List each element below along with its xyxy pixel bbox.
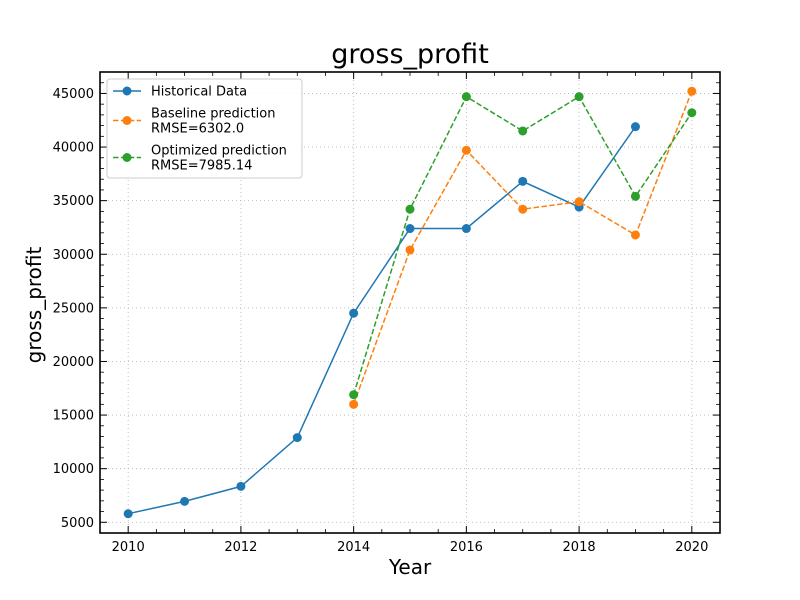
y-tick-label: 10000 — [53, 462, 94, 477]
data-point — [405, 224, 415, 234]
data-point — [574, 92, 584, 102]
series-2 — [349, 86, 697, 409]
data-point — [518, 126, 528, 136]
x-tick-label: 2018 — [563, 540, 596, 555]
axes: 2010 2012 2014 2016 2018 2020 5000 10000 15000 20… — [53, 71, 721, 555]
data-point — [292, 433, 302, 443]
data-point — [349, 308, 359, 318]
series-1 — [123, 122, 640, 519]
data-point — [518, 176, 528, 186]
series-line — [128, 126, 637, 515]
y-tick-label: 35000 — [53, 194, 94, 209]
x-tick-label: 2020 — [675, 540, 708, 555]
x-tick-label: 2012 — [224, 540, 257, 555]
legend-box — [106, 78, 303, 179]
y-tick-label: 40000 — [53, 141, 94, 156]
data-point — [461, 145, 471, 155]
data-point — [630, 230, 640, 240]
data-point — [405, 245, 415, 255]
y-tick-label: 25000 — [53, 301, 94, 316]
data-point — [461, 224, 471, 234]
plot-series — [123, 86, 697, 519]
y-tick-label: 5000 — [61, 516, 94, 531]
y-tick-label: 30000 — [53, 248, 94, 263]
data-point — [349, 399, 359, 409]
legend-label: RMSE=7985.14 — [151, 159, 252, 174]
data-point — [180, 496, 190, 506]
legend-label: Historical Data — [151, 85, 247, 100]
data-point — [518, 204, 528, 214]
legend: Historical Data Baseline predictionRMSE=6… — [106, 78, 303, 179]
data-point — [687, 108, 697, 118]
legend-swatch-marker — [122, 116, 132, 125]
legend-label: RMSE=6302.0 — [151, 122, 244, 137]
legend-label: Baseline prediction — [151, 107, 275, 122]
series-3 — [349, 92, 697, 400]
legend-swatch-marker — [122, 153, 132, 162]
x-tick-label: 2010 — [112, 540, 145, 555]
x-axis-title: Year — [388, 555, 432, 579]
data-point — [236, 481, 246, 491]
data-point — [349, 390, 359, 400]
data-point — [405, 204, 415, 214]
x-tick-label: 2016 — [450, 540, 483, 555]
x-tick-label: 2014 — [337, 540, 370, 555]
legend-swatch-marker — [122, 86, 132, 96]
y-tick-label: 45000 — [53, 87, 94, 102]
y-tick-label: 20000 — [53, 355, 94, 370]
data-point — [630, 191, 640, 201]
y-axis-title: gross_profit — [22, 246, 46, 363]
legend-label: Optimized prediction — [151, 144, 287, 159]
data-point — [123, 509, 133, 519]
chart-title: gross_profit — [331, 39, 489, 70]
data-point — [630, 122, 640, 132]
data-point — [574, 197, 584, 207]
data-point — [461, 92, 471, 102]
y-tick-label: 15000 — [53, 409, 94, 424]
data-point — [687, 86, 697, 96]
